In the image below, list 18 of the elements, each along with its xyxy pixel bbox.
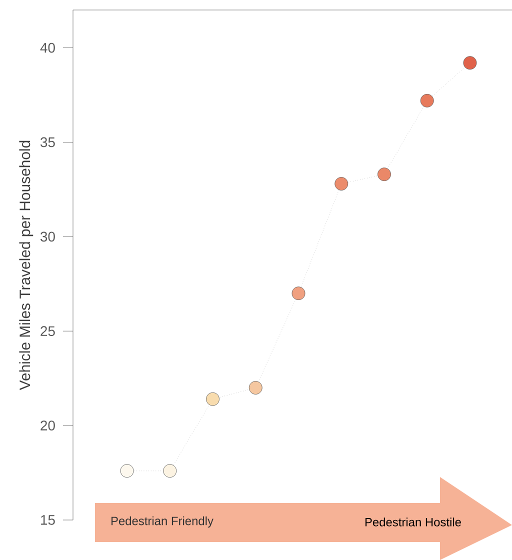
y-tick-label: 15 <box>41 515 55 525</box>
y-tick-label: 40 <box>40 42 55 53</box>
y-axis-title: Vehicle Miles Traveled per Household <box>19 140 34 390</box>
point <box>163 464 177 478</box>
y-tick-label: 35 <box>40 137 55 148</box>
y-tick-label: 20 <box>40 420 55 430</box>
point <box>120 464 134 478</box>
point <box>420 94 434 108</box>
point <box>206 392 220 406</box>
annotation: Pedestrian Hostile <box>365 518 461 526</box>
point <box>463 56 477 70</box>
y-tick-label: 25 <box>40 326 55 336</box>
point <box>292 286 306 300</box>
y-tick-label: 30 <box>40 232 55 242</box>
point <box>334 177 348 190</box>
point <box>248 381 262 394</box>
annotation: Pedestrian Friendly <box>111 516 214 528</box>
point <box>378 168 391 182</box>
